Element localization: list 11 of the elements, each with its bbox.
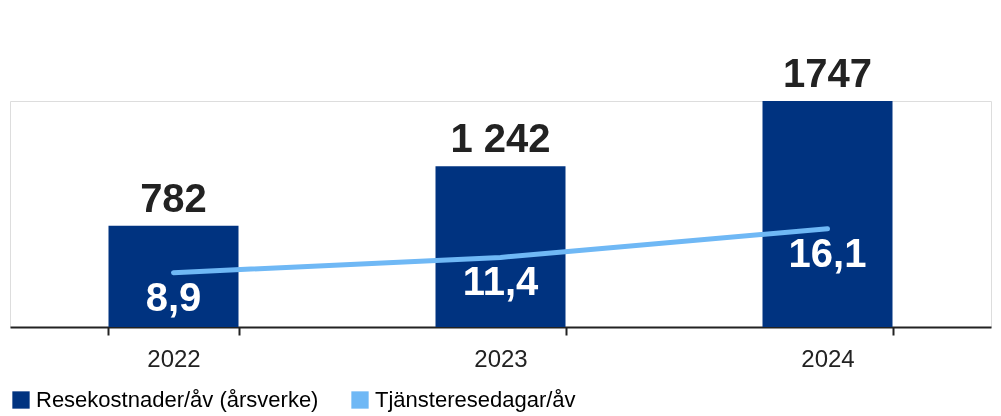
data-label: 16,1: [788, 230, 867, 275]
data-label: 11,4: [462, 259, 540, 304]
legend-label: Resekostnader/åv (årsverke): [36, 387, 319, 412]
x-tick-label: 2022: [147, 344, 201, 372]
data-label: 8,9: [145, 274, 202, 319]
data-label: 782: [140, 175, 207, 220]
data-label: 1 242: [450, 116, 551, 161]
legend-label: Tjänsteresedagar/åv: [375, 387, 576, 412]
x-tick-label: 2023: [474, 344, 528, 372]
data-label: 1747: [783, 51, 872, 95]
x-tick-label: 2024: [801, 344, 855, 372]
